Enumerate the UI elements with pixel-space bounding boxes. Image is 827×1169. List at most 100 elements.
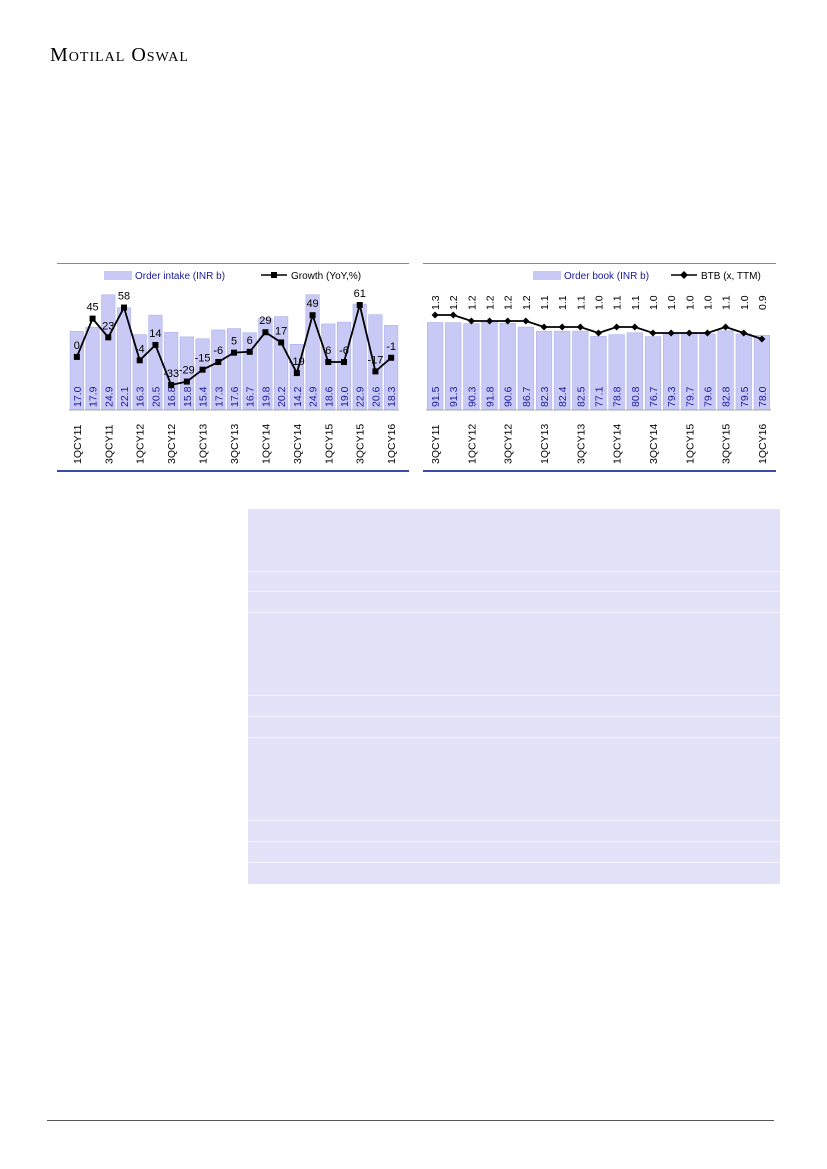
bar-value-label: 14.2 — [292, 386, 304, 407]
legend-bar-swatch — [104, 271, 132, 280]
line-value-label: -17 — [367, 354, 383, 366]
x-tick-label: 1QCY14 — [260, 424, 272, 464]
line-value-label: 1.1 — [557, 295, 569, 310]
line-value-label: -6 — [213, 345, 223, 357]
x-tick-label: 3QCY13 — [229, 424, 241, 464]
line-value-label: 1.2 — [485, 295, 497, 310]
line-value-label: 0 — [74, 340, 80, 352]
line-point — [595, 329, 602, 337]
line-value-label: 1.1 — [612, 295, 624, 310]
bar-value-label: 79.3 — [666, 386, 678, 407]
line-point — [325, 359, 332, 366]
bar-value-label: 78.8 — [612, 386, 624, 407]
bar-value-label: 77.1 — [594, 386, 606, 407]
line-point — [89, 315, 96, 322]
line-value-label: 1.1 — [539, 295, 551, 310]
line-point — [431, 311, 439, 319]
line-value-label: 58 — [118, 291, 130, 303]
line-value-label: 49 — [306, 298, 318, 310]
line-point — [121, 304, 127, 311]
line-point — [740, 329, 748, 337]
bar-value-label: 90.6 — [503, 386, 515, 407]
line-point — [667, 329, 675, 337]
line-point — [73, 353, 80, 360]
company-logo: Motilal Oswal — [50, 44, 189, 66]
bar-value-label: 17.9 — [88, 386, 100, 407]
line-value-label: 1.2 — [503, 295, 515, 310]
line-value-label: 61 — [354, 288, 366, 300]
legend-label-bars: Order intake (INR b) — [135, 271, 225, 282]
bar-value-label: 24.9 — [103, 386, 115, 407]
line-point — [576, 323, 584, 331]
bar-value-label: 20.2 — [276, 386, 288, 407]
bar-value-label: 19.0 — [339, 386, 351, 407]
line-value-label: 1.1 — [575, 295, 587, 310]
x-tick-label: 3QCY12 — [166, 424, 178, 464]
line-value-label: 1.2 — [466, 295, 478, 310]
bar-value-label: 79.5 — [739, 386, 751, 407]
legend-line-marker — [271, 272, 277, 278]
x-tick-label: 1QCY16 — [386, 424, 398, 464]
line-value-label: 6 — [247, 335, 253, 347]
line-value-label: 1.2 — [521, 295, 533, 310]
legend-line-marker — [680, 271, 688, 279]
table-row-divider — [248, 820, 780, 821]
x-tick-label: 1QCY15 — [323, 424, 335, 464]
bar-value-label: 91.5 — [430, 386, 442, 407]
line-point — [168, 382, 175, 388]
shaded-table-panel — [248, 509, 780, 884]
bar-value-label: 22.1 — [119, 386, 131, 407]
bar-value-label: 20.6 — [370, 386, 382, 407]
line-point — [309, 312, 316, 319]
bar-value-label: 79.6 — [702, 386, 714, 407]
line-point — [372, 368, 379, 375]
bar-value-label: 82.5 — [575, 386, 587, 407]
table-row-divider — [248, 841, 780, 842]
line-value-label: -33 — [163, 368, 179, 380]
line-point — [231, 349, 237, 356]
line-value-label: 1.2 — [448, 295, 460, 310]
order-book-chart: Order book (INR b) BTB (x, TTM) 91.5 3QCY11… — [423, 263, 776, 473]
x-tick-label: 1QCY16 — [757, 424, 769, 464]
line-point — [136, 357, 143, 364]
line-point — [631, 323, 639, 331]
legend-bar-swatch — [533, 271, 561, 280]
chart-bottom-rule — [423, 470, 776, 472]
line-point — [199, 366, 206, 373]
line-value-label: 1.1 — [630, 295, 642, 310]
line-value-label: 1.0 — [666, 295, 678, 310]
line-point — [558, 323, 566, 331]
line-point — [356, 302, 363, 308]
bar-value-label: 80.8 — [630, 386, 642, 407]
bar-value-label: 22.9 — [355, 386, 367, 407]
line-point — [703, 329, 711, 337]
x-tick-label: 3QCY14 — [292, 424, 304, 464]
line-point — [262, 329, 269, 336]
line-point — [504, 317, 512, 325]
line-point — [522, 317, 530, 325]
footer-rule — [47, 1120, 774, 1121]
x-tick-label: 1QCY12 — [466, 424, 478, 464]
table-row-divider — [248, 571, 780, 572]
bar-value-label: 17.6 — [229, 386, 241, 407]
x-tick-label: 3QCY13 — [575, 424, 587, 464]
line-value-label: -15 — [195, 353, 211, 365]
line-point — [449, 311, 457, 319]
line-value-label: 1.0 — [684, 295, 696, 310]
bar-value-label: 16.8 — [166, 386, 178, 407]
line-point — [722, 323, 730, 331]
x-tick-label: 3QCY15 — [721, 424, 733, 464]
bar-value-label: 82.3 — [539, 386, 551, 407]
legend-label-line: Growth (YoY,%) — [291, 271, 361, 282]
line-point — [215, 359, 222, 366]
bar-value-label: 15.8 — [182, 386, 194, 407]
line-point — [183, 378, 190, 385]
bar-value-label: 17.0 — [72, 386, 84, 407]
line-value-label: -19 — [289, 356, 305, 368]
line-point — [278, 339, 285, 346]
bar-value-label: 76.7 — [648, 386, 660, 407]
table-row-divider — [248, 695, 780, 696]
bar-value-label: 90.3 — [466, 386, 478, 407]
line-value-label: -4 — [135, 343, 145, 355]
chart-top-rule — [57, 263, 409, 264]
